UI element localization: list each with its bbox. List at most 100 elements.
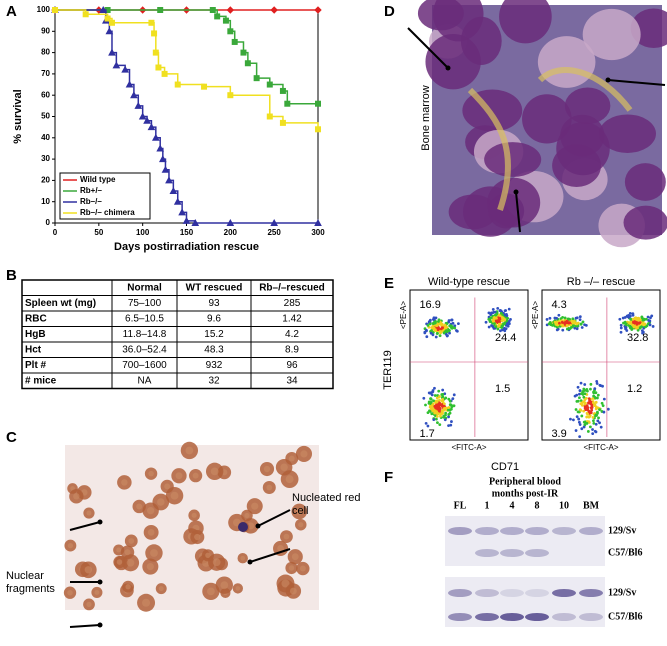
event <box>650 314 654 318</box>
point <box>169 187 178 195</box>
event <box>450 326 454 330</box>
gel-band <box>500 613 524 621</box>
stroma <box>467 67 633 211</box>
red-cell-center <box>192 472 199 479</box>
event <box>592 391 596 395</box>
event <box>576 385 580 389</box>
point <box>165 176 173 184</box>
event <box>580 427 584 431</box>
quadrant-value: 4.3 <box>551 299 566 311</box>
gel-band <box>448 613 472 621</box>
flow-axis: <PE-A> <box>531 301 540 329</box>
event <box>553 320 557 324</box>
event <box>585 422 589 425</box>
event <box>439 412 442 416</box>
event <box>606 407 610 411</box>
event <box>441 388 445 392</box>
nucleated-cell <box>238 522 248 532</box>
event <box>585 415 589 419</box>
event <box>582 425 586 429</box>
gel-band <box>448 527 472 535</box>
event <box>435 396 439 400</box>
event <box>622 321 625 325</box>
event <box>431 333 435 337</box>
event <box>442 402 446 406</box>
red-cell-center <box>299 565 306 572</box>
point <box>161 165 170 173</box>
flow-axis: <PE-A> <box>399 301 408 329</box>
red-cell-center <box>146 506 155 515</box>
event <box>448 329 451 332</box>
event <box>496 307 500 310</box>
event <box>596 393 600 397</box>
panel-letter: E <box>384 275 394 292</box>
red-cell-center <box>94 589 100 595</box>
event <box>594 422 598 426</box>
event <box>432 316 436 320</box>
gel-band <box>475 613 499 621</box>
gel-band <box>500 527 524 535</box>
event <box>494 313 498 317</box>
event <box>426 323 430 327</box>
event <box>591 401 595 405</box>
marrow-cell <box>499 0 552 44</box>
point <box>266 81 273 88</box>
event <box>555 316 559 320</box>
event <box>443 323 447 327</box>
event <box>589 387 592 391</box>
event <box>573 320 576 323</box>
event <box>578 315 582 319</box>
event <box>579 322 583 326</box>
event <box>580 414 584 418</box>
x-axis-label: Days postirradiation rescue <box>114 241 259 253</box>
red-cell-center <box>289 587 297 595</box>
event <box>591 416 595 419</box>
gel-band <box>525 549 549 557</box>
point <box>270 6 278 14</box>
event <box>580 392 583 396</box>
event <box>437 320 440 323</box>
event <box>619 330 623 334</box>
event <box>436 421 439 425</box>
point <box>108 19 115 26</box>
event <box>595 396 599 400</box>
event <box>573 326 577 330</box>
event <box>586 412 590 416</box>
event <box>587 401 590 405</box>
event <box>578 318 582 322</box>
table-cell: 4.2 <box>285 329 299 340</box>
table-cell: 32 <box>208 375 220 386</box>
point <box>191 218 200 226</box>
point <box>161 70 168 77</box>
x-tick-label: 150 <box>180 228 194 237</box>
event <box>651 325 655 328</box>
red-cell-center <box>128 538 135 544</box>
event <box>602 410 606 414</box>
marrow-cell <box>624 163 666 201</box>
event <box>587 421 591 424</box>
event <box>582 409 586 413</box>
event <box>597 416 600 420</box>
event <box>501 328 504 332</box>
point <box>226 218 235 226</box>
event <box>595 414 598 417</box>
event <box>441 398 445 401</box>
event <box>429 391 433 395</box>
event <box>578 423 582 426</box>
event <box>448 331 451 335</box>
quadrant-value: 1.2 <box>627 383 642 395</box>
point <box>209 7 216 13</box>
y-axis-label: % survival <box>12 89 24 143</box>
red-cell-center <box>148 470 154 477</box>
arrow <box>249 548 291 563</box>
red-cell-center <box>67 542 74 549</box>
event <box>578 435 582 439</box>
event <box>424 328 428 332</box>
red-cell-center <box>300 450 308 458</box>
marrow-cell <box>522 94 572 144</box>
event <box>444 329 448 332</box>
event <box>491 308 495 311</box>
quadrant-value: 32.8 <box>627 332 648 344</box>
point <box>315 100 321 107</box>
event <box>591 428 594 431</box>
